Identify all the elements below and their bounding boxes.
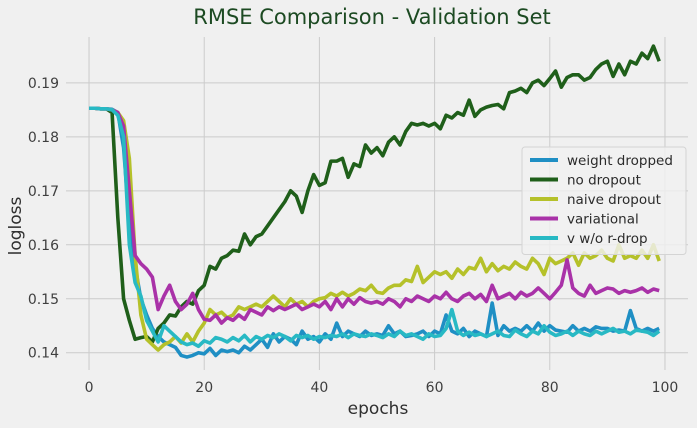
legend-entry-label: weight dropped (567, 153, 673, 169)
legend-entry-label: no dropout (567, 173, 641, 189)
legend-entry-label: v w/o r-drop (567, 231, 648, 247)
x-tick-label: 100 (652, 380, 679, 396)
y-axis-label: logloss (6, 196, 26, 255)
y-tick-label: 0.14 (28, 346, 59, 362)
y-tick-label: 0.19 (28, 76, 59, 92)
legend-entry-label: variational (567, 212, 639, 228)
chart-title: RMSE Comparison - Validation Set (193, 5, 551, 29)
y-tick-label: 0.17 (28, 184, 59, 200)
series-line-v-w-o-r-drop (89, 106, 661, 349)
legend-entry-label: naive dropout (567, 192, 661, 208)
series-line-no-dropout (89, 44, 661, 344)
series-line-variational (89, 106, 660, 325)
legend: weight dropped no dropout naive dropout var… (521, 146, 687, 255)
tick-label-layer: 0 20 40 60 80 100 0.14 0.15 0.16 0.17 0.18 0.19 (28, 76, 679, 396)
x-tick-label: 0 (85, 380, 94, 396)
x-tick-label: 80 (541, 380, 559, 396)
series-layer (89, 44, 661, 359)
x-tick-label: 20 (195, 380, 213, 396)
x-tick-label: 60 (426, 380, 444, 396)
series-line-naive-dropout (89, 106, 661, 352)
y-tick-label: 0.16 (28, 238, 59, 254)
x-tick-label: 40 (310, 380, 328, 396)
x-axis-label: epochs (348, 399, 409, 419)
y-tick-label: 0.18 (28, 130, 59, 146)
legend-box (521, 146, 687, 255)
y-tick-label: 0.15 (28, 292, 59, 308)
